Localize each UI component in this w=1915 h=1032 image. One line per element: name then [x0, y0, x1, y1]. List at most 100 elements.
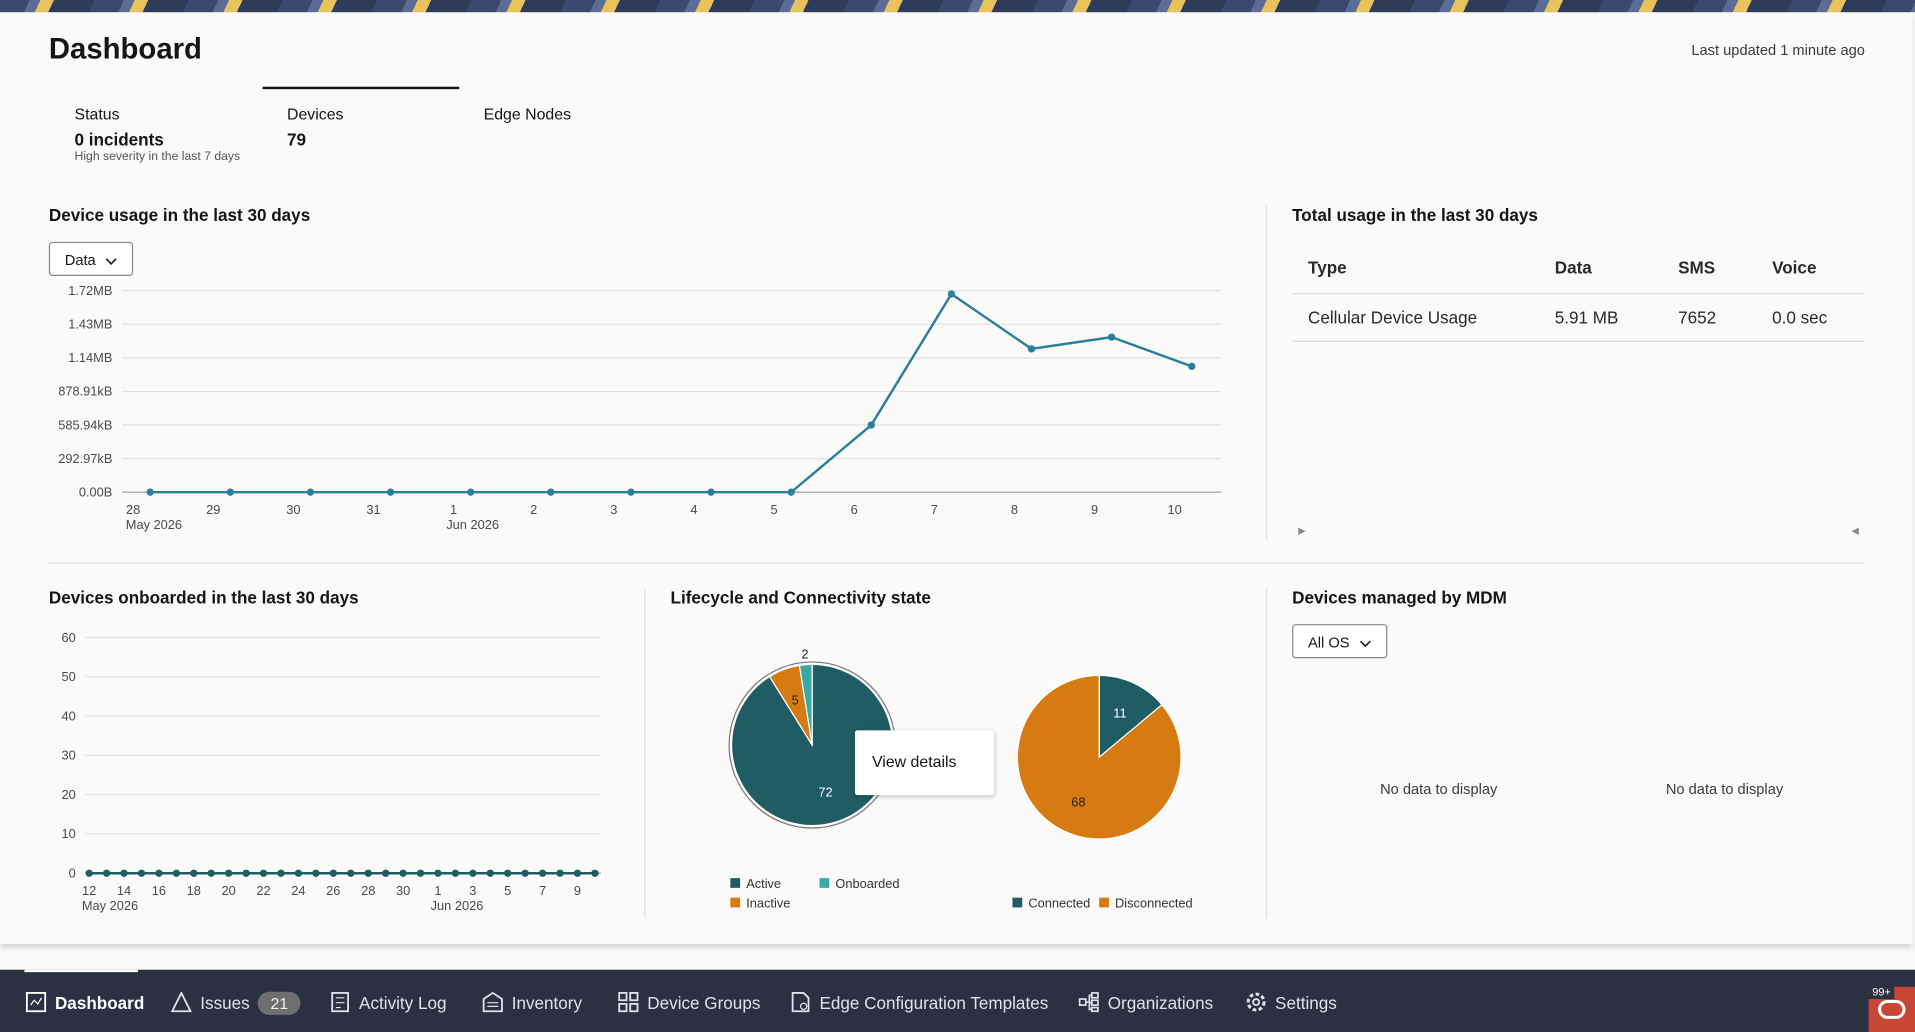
tab-value: 0 incidents: [74, 129, 164, 149]
row-divider: [1292, 293, 1865, 295]
x-tick-label: 16: [152, 883, 166, 898]
nav-item[interactable]: Issues 21: [170, 970, 301, 1032]
chevron: [106, 258, 118, 265]
legend-label: Onboarded: [835, 876, 899, 891]
x-period-label: May 2026: [82, 898, 138, 913]
nav-item[interactable]: Dashboard: [25, 970, 144, 1032]
nav-item[interactable]: Device Groups: [618, 970, 760, 1032]
point: [556, 869, 564, 877]
nav-label: Issues: [200, 992, 250, 1013]
dropdown[interactable]: Data: [48, 241, 134, 277]
y-tick-label: 30: [61, 748, 75, 763]
notification-badge: 99+: [1868, 984, 1895, 1000]
y-tick-label: 1.14MB: [68, 350, 112, 365]
icon: [618, 992, 639, 1013]
page-title: Dashboard: [48, 32, 202, 66]
x-tick-label: 20: [222, 883, 236, 898]
x-tick-label: 30: [286, 502, 300, 517]
point: [1107, 333, 1116, 341]
banner: [0, 0, 1915, 13]
icon: [25, 992, 47, 1013]
x-tick-label: 30: [396, 883, 410, 898]
legend-label: Inactive: [746, 895, 790, 910]
tab-value: 79: [287, 129, 307, 149]
point: [364, 869, 372, 877]
chevron: [1359, 640, 1371, 648]
nav-item[interactable]: Settings: [1246, 970, 1337, 1032]
point: [146, 488, 154, 496]
y-tick-label: 878.91kB: [58, 384, 112, 399]
point: [1188, 362, 1196, 371]
nav-label: Edge Configuration Templates: [819, 992, 1049, 1013]
nav-label: Device Groups: [647, 992, 761, 1013]
point: [120, 869, 128, 877]
point: [277, 869, 285, 877]
legend-swatch: [819, 878, 830, 888]
y-tick-label: 0.00B: [79, 484, 112, 499]
dropdown-label: All OS: [1308, 633, 1350, 651]
point: [451, 869, 460, 877]
point: [591, 869, 599, 877]
point: [469, 869, 477, 877]
point: [416, 869, 425, 877]
x-period-label: Jun 2026: [446, 517, 499, 532]
x-tick-label: 5: [504, 883, 511, 898]
column-header: Type: [1308, 257, 1347, 278]
point: [1027, 345, 1036, 353]
slice-label: 11: [1113, 706, 1126, 721]
x-tick-label: 1: [434, 883, 441, 898]
pie-slice: [798, 663, 813, 746]
x-tick-label: 3: [610, 502, 617, 517]
legend-label: Connected: [1028, 895, 1090, 910]
legend-label: Disconnected: [1115, 895, 1193, 910]
point: [172, 869, 181, 877]
legend-swatch: [730, 878, 741, 888]
scroll-right[interactable]: [1851, 527, 1859, 535]
x-tick-label: 9: [1091, 502, 1098, 517]
tab-label[interactable]: Devices: [287, 105, 344, 124]
pie-slice: [1016, 674, 1182, 840]
nav-item[interactable]: Activity Log: [330, 970, 446, 1032]
x-tick-label: 1: [450, 502, 457, 517]
section-title: Devices onboarded in the last 30 days: [48, 587, 359, 607]
nav-item[interactable]: Organizations: [1078, 970, 1213, 1032]
x-tick-label: 7: [931, 502, 938, 517]
x-tick-label: 28: [361, 883, 375, 898]
point: [538, 869, 547, 877]
point: [226, 488, 235, 496]
x-tick-label: 28: [126, 502, 140, 517]
y-tick-label: 20: [61, 787, 75, 802]
tooltip[interactable]: View details: [854, 730, 995, 796]
y-tick-label: 1.43MB: [68, 317, 112, 332]
y-tick-label: 10: [61, 826, 75, 841]
column-header: Voice: [1772, 257, 1817, 278]
point: [306, 488, 315, 496]
point: [347, 869, 355, 877]
y-tick-label: 40: [61, 708, 75, 723]
point: [329, 869, 337, 877]
section-title: Device usage in the last 30 days: [48, 205, 311, 225]
tab-label[interactable]: Status: [74, 105, 120, 124]
x-tick-label: 18: [187, 883, 201, 898]
point: [312, 869, 320, 877]
cell: 5.91 MB: [1554, 307, 1619, 328]
x-tick-label: 7: [539, 883, 546, 898]
line: [150, 292, 1193, 494]
icon: [791, 992, 810, 1013]
nav-item[interactable]: Inventory: [482, 970, 582, 1032]
point: [787, 488, 795, 496]
nav-label: Inventory: [511, 992, 583, 1013]
y-tick-label: 292.97kB: [58, 451, 112, 466]
nav-item[interactable]: Edge Configuration Templates: [790, 970, 1048, 1032]
scroll-left[interactable]: [1298, 527, 1306, 535]
x-tick-label: 6: [851, 502, 858, 517]
y-tick-label: 60: [61, 630, 75, 645]
tab-label[interactable]: Edge Nodes: [483, 105, 572, 124]
dropdown[interactable]: All OS: [1292, 624, 1388, 659]
nav-label: Organizations: [1107, 992, 1214, 1013]
bottom-nav: Dashboard Issues 21 Activity Log Inventor…: [0, 969, 1915, 1032]
point: [573, 869, 582, 877]
icon: [1246, 992, 1266, 1012]
x-tick-label: 26: [326, 883, 340, 898]
dropdown-label: Data: [64, 251, 96, 269]
